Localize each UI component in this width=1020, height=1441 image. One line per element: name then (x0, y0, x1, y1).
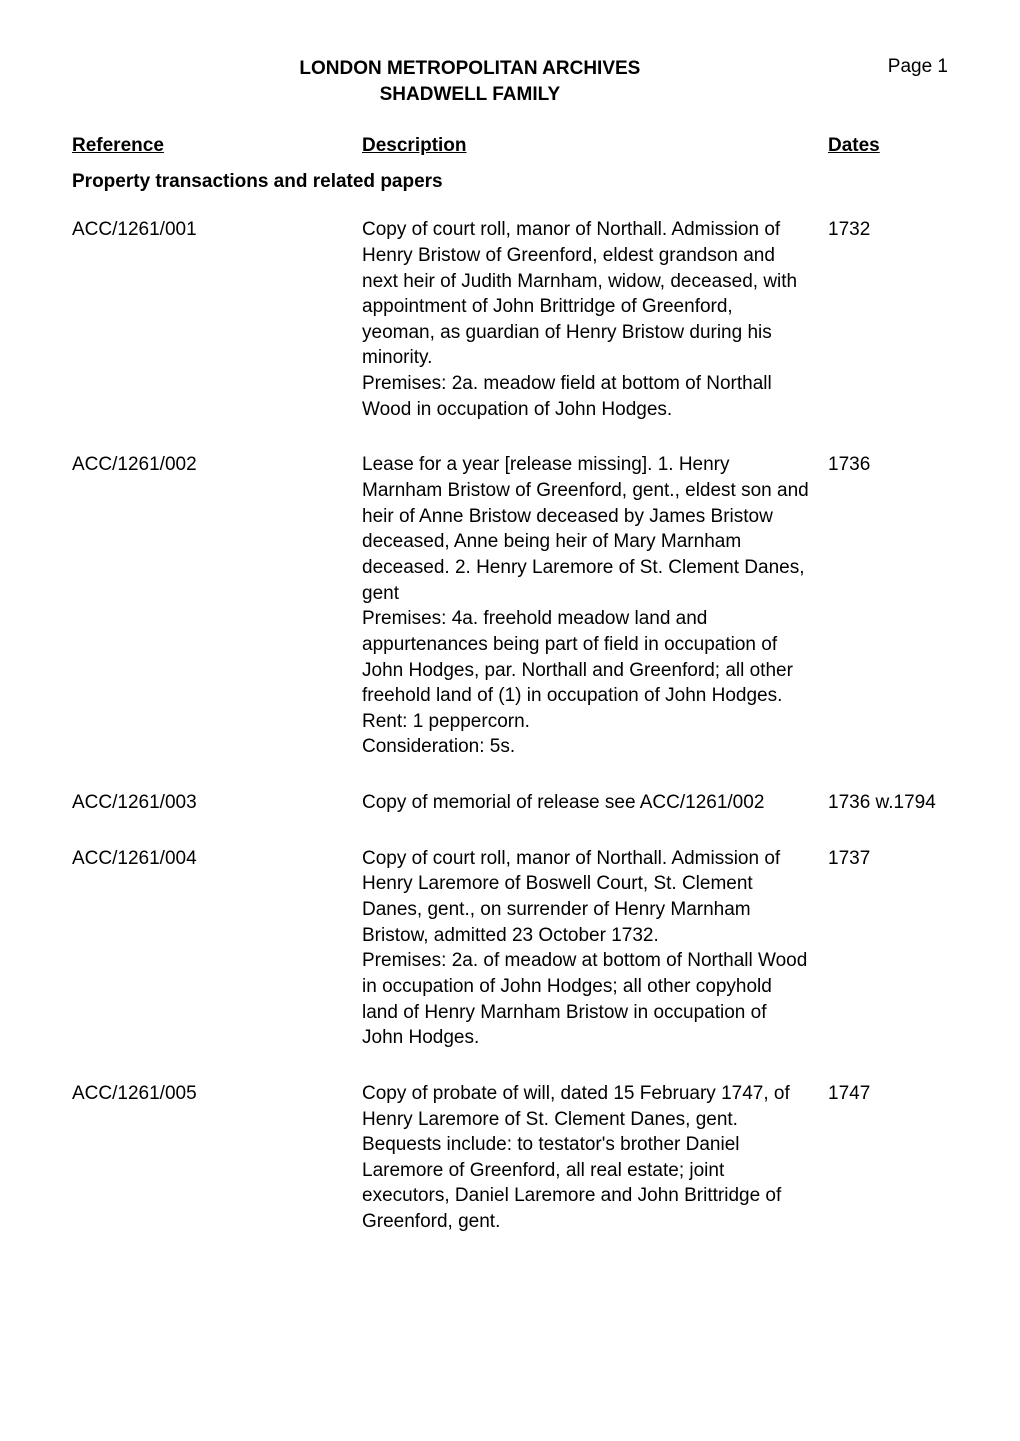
column-headers: Reference Description Dates (72, 135, 948, 157)
col-header-dates: Dates (828, 135, 948, 157)
entry-dates: 1736 w.1794 (828, 790, 948, 816)
page-header: LONDON METROPOLITAN ARCHIVES SHADWELL FA… (72, 56, 948, 107)
entry-reference: ACC/1261/005 (72, 1081, 362, 1107)
archive-title-line1: LONDON METROPOLITAN ARCHIVES (72, 56, 868, 82)
entry-reference: ACC/1261/004 (72, 846, 362, 872)
col-header-reference: Reference (72, 135, 362, 157)
archive-title-block: LONDON METROPOLITAN ARCHIVES SHADWELL FA… (72, 56, 868, 107)
entry-description: Copy of probate of will, dated 15 Februa… (362, 1081, 828, 1235)
entry-row: ACC/1261/005Copy of probate of will, dat… (72, 1081, 948, 1235)
section-title: Property transactions and related papers (72, 171, 948, 193)
entry-reference: ACC/1261/001 (72, 217, 362, 243)
archive-title-line2: SHADWELL FAMILY (72, 82, 868, 108)
entry-description: Copy of court roll, manor of Northall. A… (362, 846, 828, 1051)
entry-dates: 1737 (828, 846, 948, 872)
entry-reference: ACC/1261/002 (72, 452, 362, 478)
entry-dates: 1736 (828, 452, 948, 478)
entry-dates: 1732 (828, 217, 948, 243)
entry-reference: ACC/1261/003 (72, 790, 362, 816)
entry-description: Copy of court roll, manor of Northall. A… (362, 217, 828, 422)
entry-row: ACC/1261/002Lease for a year [release mi… (72, 452, 948, 760)
entry-row: ACC/1261/004Copy of court roll, manor of… (72, 846, 948, 1051)
entry-row: ACC/1261/003Copy of memorial of release … (72, 790, 948, 816)
entries-list: ACC/1261/001Copy of court roll, manor of… (72, 217, 948, 1234)
entry-description: Copy of memorial of release see ACC/1261… (362, 790, 828, 816)
entry-dates: 1747 (828, 1081, 948, 1107)
col-header-description: Description (362, 135, 828, 157)
entry-row: ACC/1261/001Copy of court roll, manor of… (72, 217, 948, 422)
header-row: LONDON METROPOLITAN ARCHIVES SHADWELL FA… (72, 56, 948, 107)
entry-description: Lease for a year [release missing]. 1. H… (362, 452, 828, 760)
page-number: Page 1 (888, 56, 948, 78)
